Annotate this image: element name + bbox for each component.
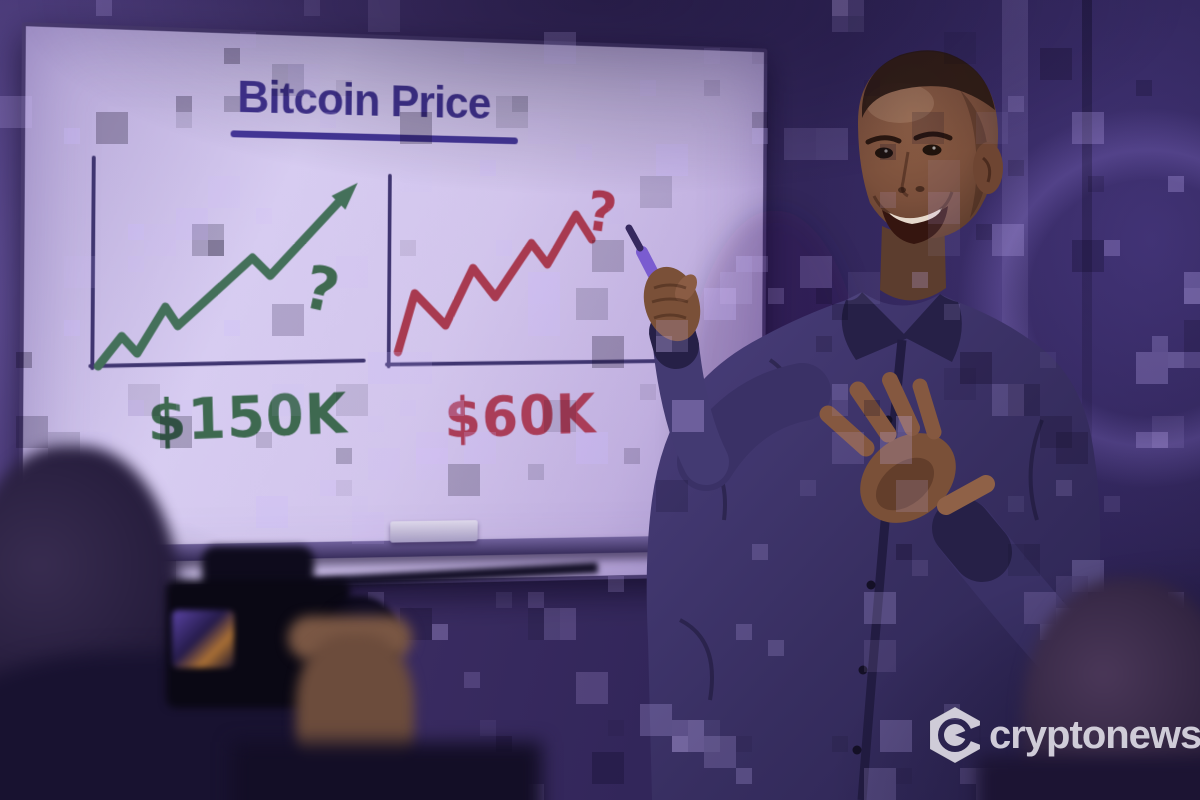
cryptonews-logo: cryptonews [928,706,1200,764]
marker-pen-tip [629,228,640,248]
cryptonews-hexagon-icon [928,706,982,764]
presenter-figure [0,0,1200,800]
cryptonews-wordmark: cryptonews [989,713,1200,758]
crypto-news-photo-illustration: Bitcoin Price ? $150K ? $60K [0,0,1200,800]
